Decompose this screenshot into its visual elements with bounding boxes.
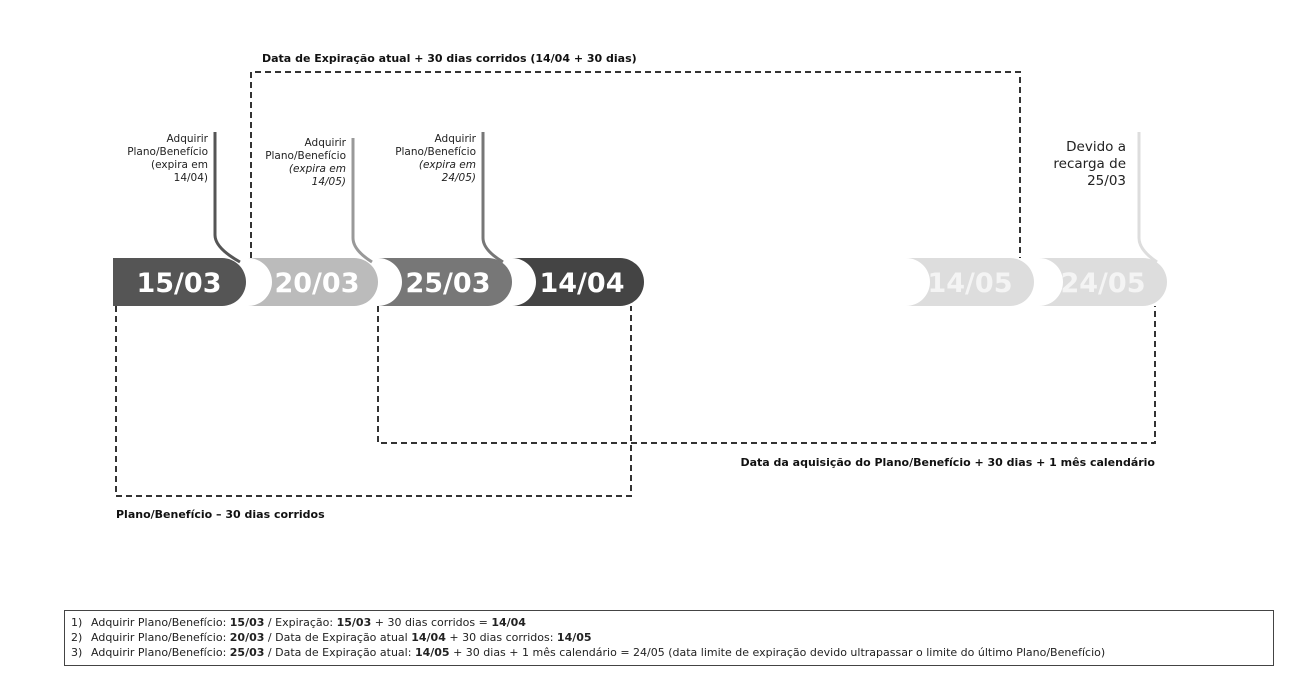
annotation-4-line-1: Devido a	[1066, 139, 1126, 155]
legend-item-2-text: Adquirir Plano/Benefício: 20/03 / Data d…	[91, 630, 592, 645]
date-segment-1405: 14/05	[906, 258, 1034, 306]
legend-item-1-part-1: 15/03	[229, 616, 265, 629]
top-range-label: Data de Expiração atual + 30 dias corrid…	[262, 52, 637, 65]
annotation-3-line-3: (expira em	[419, 159, 476, 171]
annotation-3-line-1: Adquirir	[435, 133, 477, 145]
bottom-range-bracket	[115, 306, 632, 497]
date-segment-2003-shape	[248, 258, 378, 306]
date-label-2003: 20/03	[274, 268, 359, 299]
date-segment-1404-shape	[512, 258, 644, 306]
annotation-1-line-3: (expira em	[151, 159, 208, 171]
annotation-2: Adquirir Plano/Benefício (expira em 14/0…	[265, 137, 346, 188]
legend-item-1-text: Adquirir Plano/Benefício: 15/03 / Expira…	[91, 615, 526, 630]
annotation-line-4	[1137, 132, 1158, 264]
legend-item-2-number: 2)	[71, 631, 83, 644]
legend-item-3-text: Adquirir Plano/Benefício: 25/03 / Data d…	[91, 645, 1105, 660]
date-label-1404: 14/04	[539, 268, 624, 299]
legend-item-3-part-0: Adquirir Plano/Benefício:	[91, 646, 230, 659]
date-label-2405: 24/05	[1060, 268, 1145, 299]
annotation-2-line-2: Plano/Benefício	[265, 150, 346, 162]
legend-item-2-part-3: 14/04	[411, 631, 446, 644]
middle-range-bracket	[377, 306, 1156, 444]
annotation-2-line-4: 14/05)	[312, 176, 346, 188]
legend-item-1-part-3: 15/03	[336, 616, 372, 629]
legend-item-1-number: 1)	[71, 616, 83, 629]
legend-item-3-part-2: / Data de Expiração atual:	[264, 646, 415, 659]
legend-item-1: 1) Adquirir Plano/Benefício: 15/03 / Exp…	[71, 615, 1267, 630]
legend-item-1-part-0: Adquirir Plano/Benefício:	[91, 616, 230, 629]
date-label-1503: 15/03	[136, 268, 221, 299]
legend-item-1-part-5: 14/04	[491, 616, 526, 629]
legend-item-2-part-0: Adquirir Plano/Benefício:	[91, 631, 230, 644]
date-label-1405: 14/05	[927, 268, 1012, 299]
date-label-2503: 25/03	[405, 268, 490, 299]
date-segment-1503-shape	[113, 258, 246, 306]
date-segment-2405-shape	[1039, 258, 1167, 306]
annotation-4-line-2: recarga de	[1053, 156, 1126, 172]
annotation-3: Adquirir Plano/Benefício (expira em 24/0…	[395, 133, 476, 184]
annotation-4-line-3: 25/03	[1087, 173, 1126, 189]
annotation-3-line-4: 24/05)	[442, 172, 476, 184]
legend-item-3-part-3: 14/05	[414, 646, 450, 659]
date-segment-2503: 25/03	[378, 258, 512, 306]
annotation-4: Devido a recarga de 25/03	[1053, 139, 1126, 189]
annotation-3-line-2: Plano/Benefício	[395, 146, 476, 158]
legend-item-3: 3) Adquirir Plano/Benefício: 25/03 / Dat…	[71, 645, 1267, 660]
annotation-2-line-3: (expira em	[289, 163, 346, 175]
date-segment-1503: 15/03	[113, 258, 246, 306]
legend-item-1-part-2: / Expiração:	[264, 616, 337, 629]
legend-item-3-number: 3)	[71, 646, 83, 659]
legend-item-3-part-1: 25/03	[229, 646, 265, 659]
legend-item-2-part-4: + 30 dias corridos:	[445, 631, 557, 644]
date-segment-2405: 24/05	[1039, 258, 1167, 306]
legend-box: 1) Adquirir Plano/Benefício: 15/03 / Exp…	[64, 610, 1274, 666]
date-segment-2503-shape	[378, 258, 512, 306]
legend-item-2-part-5: 14/05	[556, 631, 592, 644]
legend-item-2-part-2: / Data de Expiração atual	[264, 631, 412, 644]
annotation-1-line-4: 14/04)	[174, 172, 208, 184]
legend-item-1-part-4: + 30 dias corridos =	[371, 616, 492, 629]
annotation-line-1	[213, 132, 241, 264]
legend-item-3-part-4: + 30 dias + 1 mês calendário = 24/05 (da…	[449, 646, 1106, 659]
legend-item-2-part-1: 20/03	[229, 631, 265, 644]
middle-range-label: Data da aquisição do Plano/Benefício + 3…	[740, 456, 1155, 469]
date-segment-1405-shape	[906, 258, 1034, 306]
date-segment-2003: 20/03	[248, 258, 378, 306]
bottom-range-label: Plano/Benefício – 30 dias corridos	[116, 508, 325, 521]
top-range-bracket	[250, 71, 1021, 258]
annotation-1-line-2: Plano/Benefício	[127, 146, 208, 158]
annotation-1: Adquirir Plano/Benefício (expira em 14/0…	[127, 133, 208, 184]
annotation-1-line-1: Adquirir	[167, 133, 209, 145]
date-segment-1404: 14/04	[512, 258, 644, 306]
annotation-line-3	[481, 132, 504, 264]
annotation-line-2	[351, 138, 373, 264]
legend-item-2: 2) Adquirir Plano/Benefício: 20/03 / Dat…	[71, 630, 1267, 645]
annotation-2-line-1: Adquirir	[305, 137, 347, 149]
